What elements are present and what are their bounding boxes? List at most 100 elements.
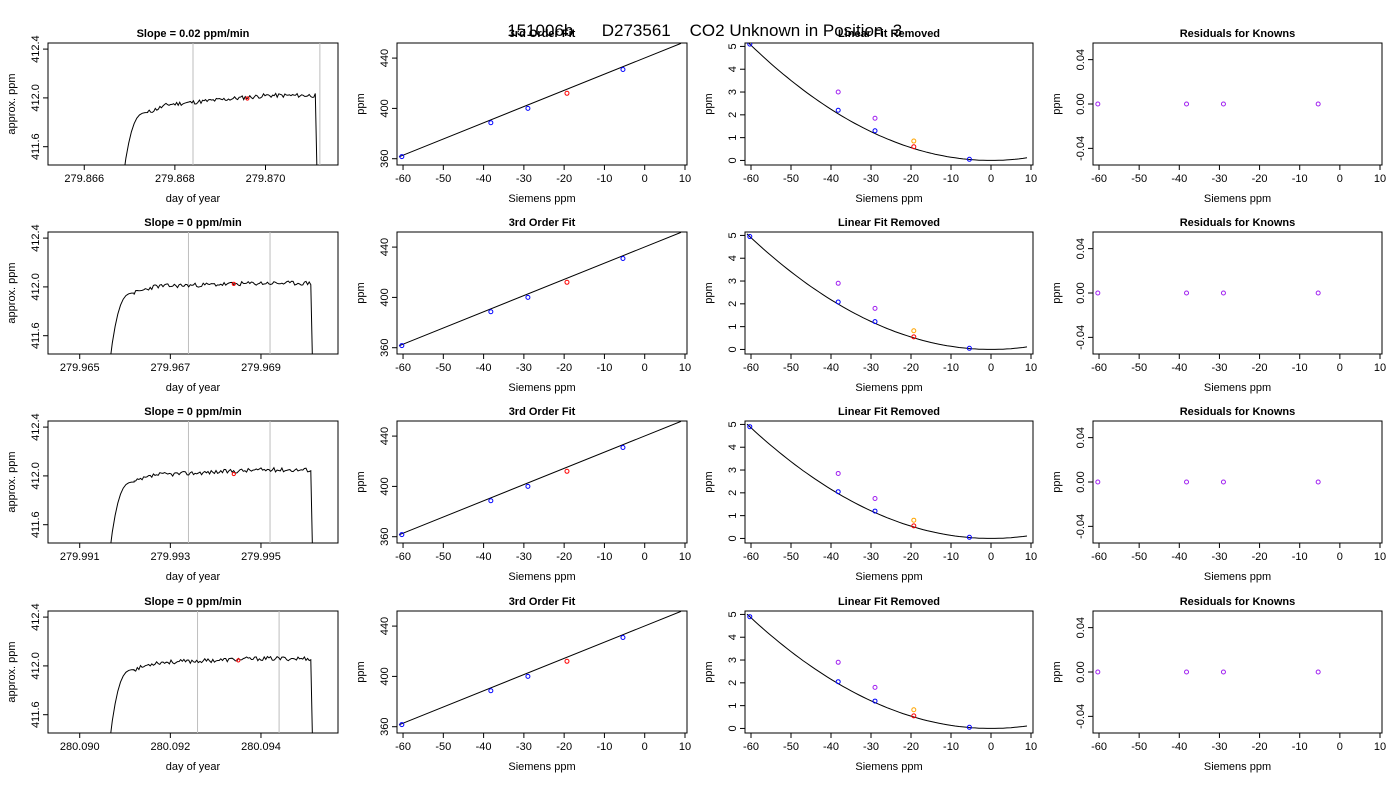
fit-row3-xtick-label: -60 [395, 551, 411, 563]
fit-row2-xtick-label: -10 [596, 362, 612, 374]
linres-row3-xlabel: Siemens ppm [855, 571, 922, 583]
linres-row4-xtick-label: 0 [988, 741, 994, 753]
trace-row4-ytick-label: 411.6 [30, 701, 42, 728]
linres-row2-ytick-label: 4 [727, 255, 739, 261]
fit-row1-ytick-label: 440 [379, 49, 391, 67]
linres-row2-xtick-label: 0 [988, 362, 994, 374]
blue-point [747, 43, 753, 47]
fit-row4-xtick-label: -20 [556, 741, 572, 753]
linres-row4-panel: Linear Fit Removed -60 -50 -40 -30 -20 -10 0 10 0… [703, 596, 1037, 773]
linres-row4-xtick-label: -40 [823, 741, 839, 753]
residual-point [1220, 101, 1226, 107]
trace-row3-ytick-label: 412.4 [30, 413, 42, 441]
linres-row1-xtick-label: -40 [823, 173, 839, 185]
residual-point [1315, 290, 1321, 296]
linres-row3-ytick-label: 1 [727, 513, 739, 519]
reference-point [399, 154, 405, 160]
red-point [911, 334, 917, 340]
resid-row4-ytick-label: 0.00 [1075, 661, 1087, 682]
fit-row3-ytick-label: 400 [379, 477, 391, 495]
resid-row2-xtick-label: -40 [1171, 362, 1187, 374]
fit-row3-xtick-label: -20 [556, 551, 572, 563]
resid-row3-xtick-label: -50 [1131, 551, 1147, 563]
figure-header: 151006b D273561 CO2 Unknown in Position … [0, 1, 1400, 41]
resid-row4-title: Residuals for Knowns [1180, 596, 1296, 608]
fit-row4-xtick-label: -50 [435, 741, 451, 753]
fit-row2-xtick-label: 10 [679, 362, 691, 374]
trace-row1-xlabel: day of year [166, 193, 221, 205]
linres-row2-xtick-label: -10 [943, 362, 959, 374]
resid-row1-ytick-label: 0.00 [1075, 93, 1087, 114]
resid-row4-xtick-label: -20 [1252, 741, 1268, 753]
trace-row1-xtick-label: 279.870 [246, 173, 286, 185]
resid-row2-xtick-label: 10 [1374, 362, 1386, 374]
linres-row2-ytick-label: 5 [727, 232, 739, 238]
linres-row3-frame [744, 420, 1034, 544]
residual-point [1184, 101, 1190, 107]
fit-row3-plot-area [398, 421, 682, 538]
fit-row1-xtick-label: -40 [476, 173, 492, 185]
trace-row3-ytick-label: 412.0 [30, 462, 42, 490]
fit-curve [398, 232, 682, 347]
linres-row3-xtick-label: -50 [783, 551, 799, 563]
resid-row4-xtick-label: -10 [1292, 741, 1308, 753]
fit-row2-xtick-label: -30 [516, 362, 532, 374]
fit-row1-title: 3rd Order Fit [509, 28, 576, 40]
trace-row3-xtick-label: 279.995 [241, 551, 281, 563]
orange-point [911, 517, 917, 523]
trace-row1-xtick-label: 279.866 [64, 173, 104, 185]
trace-row4-ylabel: approx. ppm [6, 641, 18, 702]
fit-row2-panel: 3rd Order Fit -60 -50 -40 -30 -20 -10 0 10 360 400… [355, 217, 691, 394]
blue-point [872, 508, 878, 514]
fit-row1-ylabel: ppm [355, 93, 367, 114]
resid-row2-xtick-label: 0 [1337, 362, 1343, 374]
resid-row1-xtick-label: 10 [1374, 173, 1386, 185]
fit-row4-plot-area [398, 611, 682, 728]
resid-row4-xlabel: Siemens ppm [1204, 761, 1271, 773]
trace-row2-ylabel: approx. ppm [6, 262, 18, 323]
reference-point [620, 256, 626, 262]
fit-row4-xtick-label: -40 [476, 741, 492, 753]
resid-row4-xtick-label: -40 [1171, 741, 1187, 753]
sample-mean-marker [245, 96, 250, 101]
linres-row3-panel: Linear Fit Removed -60 -50 -40 -30 -20 -10 0 10 0… [703, 406, 1037, 583]
resid-row4-ylabel: ppm [1051, 661, 1063, 682]
fit-row3-xtick-label: -30 [516, 551, 532, 563]
curvature-curve [746, 233, 1028, 350]
linres-row1-ylabel: ppm [703, 93, 715, 114]
fit-row2-xtick-label: -50 [435, 362, 451, 374]
blue-point [872, 128, 878, 134]
resid-row4-ytick-label: 0.04 [1075, 617, 1087, 638]
reference-point [488, 120, 494, 126]
resid-row4-xtick-label: -60 [1091, 741, 1107, 753]
unknown-point [564, 658, 570, 664]
resid-row3-xlabel: Siemens ppm [1204, 571, 1271, 583]
reference-point [525, 294, 531, 300]
linres-row1-xtick-label: 10 [1025, 173, 1037, 185]
linres-row4-ytick-label: 1 [727, 703, 739, 709]
resid-row1-panel: Residuals for Knowns -60 -50 -40 -30 -20 -10 0 1… [1051, 28, 1386, 205]
trace-row2-ytick-label: 411.6 [30, 322, 42, 349]
linres-row4-ytick-label: 2 [727, 680, 739, 686]
resid-row2-xtick-label: -60 [1091, 362, 1107, 374]
fit-row3-ylabel: ppm [355, 471, 367, 492]
linres-row2-ytick-label: 0 [727, 346, 739, 352]
trace-row4-ytick-label: 412.4 [30, 603, 42, 631]
fit-row2-ylabel: ppm [355, 282, 367, 303]
linres-row2-ytick-label: 3 [727, 278, 739, 284]
resid-row3-panel: Residuals for Knowns -60 -50 -40 -30 -20 -10 0 1… [1051, 406, 1386, 583]
trace-row4-xtick-label: 280.094 [241, 741, 281, 753]
trace-row1-panel: Slope = 0.02 ppm/min 279.866 279.868 279.87… [6, 28, 339, 205]
resid-row3-xtick-label: -10 [1292, 551, 1308, 563]
fit-row2-title: 3rd Order Fit [509, 217, 576, 229]
linres-row4-frame [744, 610, 1034, 734]
trace-row4-panel: Slope = 0 ppm/min 280.090 280.092 280.094 41… [6, 596, 339, 773]
trace-row2-frame [47, 231, 339, 355]
fit-row3-ytick-label: 360 [379, 528, 391, 546]
resid-row2-xtick-label: -50 [1131, 362, 1147, 374]
trace-row1-xtick-label: 279.868 [155, 173, 195, 185]
orange-point [911, 707, 917, 713]
fit-row3-frame [396, 420, 688, 544]
linres-row4-ytick-label: 0 [727, 725, 739, 731]
